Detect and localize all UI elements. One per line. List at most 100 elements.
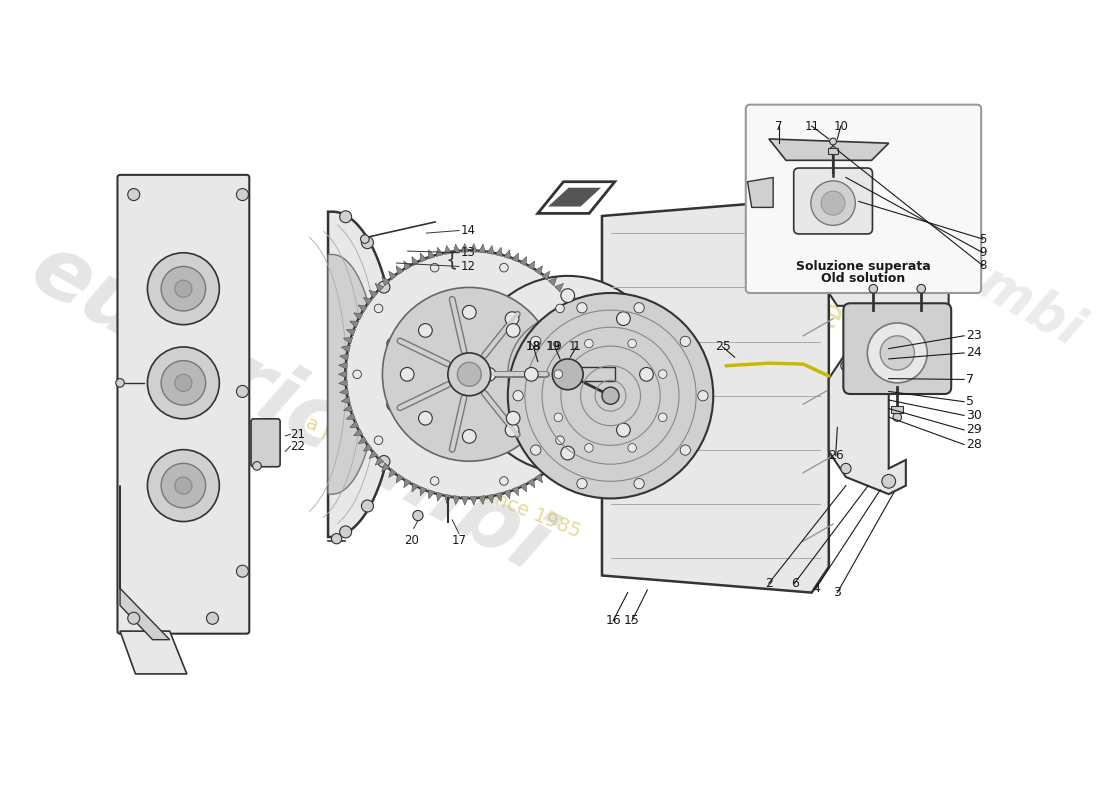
Polygon shape (575, 313, 585, 320)
Text: 17: 17 (451, 534, 466, 547)
Polygon shape (353, 313, 363, 320)
Text: 11: 11 (804, 119, 820, 133)
Polygon shape (821, 263, 948, 306)
Circle shape (578, 370, 585, 378)
Circle shape (628, 339, 637, 348)
Text: since 1985: since 1985 (745, 254, 947, 393)
Polygon shape (120, 486, 169, 640)
Text: 13: 13 (461, 246, 475, 259)
Polygon shape (592, 370, 601, 378)
Polygon shape (828, 340, 905, 494)
Text: 5: 5 (979, 233, 987, 246)
Circle shape (576, 478, 587, 489)
Polygon shape (590, 388, 600, 395)
Circle shape (353, 370, 362, 378)
Text: 5: 5 (966, 395, 974, 408)
Polygon shape (586, 337, 595, 344)
Text: euroricambi: euroricambi (756, 134, 1091, 358)
Circle shape (554, 370, 562, 378)
Text: 19: 19 (547, 341, 563, 354)
Circle shape (387, 399, 399, 411)
Polygon shape (368, 450, 378, 458)
Polygon shape (411, 482, 419, 492)
Circle shape (505, 423, 519, 437)
Circle shape (617, 312, 630, 326)
Circle shape (869, 285, 878, 293)
Polygon shape (382, 277, 390, 286)
Text: 20: 20 (404, 534, 418, 547)
Circle shape (680, 445, 691, 455)
Circle shape (634, 478, 645, 489)
Polygon shape (436, 247, 443, 257)
Circle shape (362, 500, 373, 512)
Polygon shape (487, 246, 494, 254)
Text: 8: 8 (979, 259, 987, 272)
Circle shape (893, 413, 902, 422)
Polygon shape (487, 494, 494, 503)
Circle shape (462, 306, 476, 319)
Text: Old solution: Old solution (822, 272, 905, 285)
Text: 1: 1 (569, 341, 575, 354)
FancyBboxPatch shape (746, 105, 981, 293)
Circle shape (147, 347, 219, 419)
Circle shape (387, 338, 399, 350)
Polygon shape (554, 457, 563, 466)
Polygon shape (549, 462, 557, 472)
Polygon shape (339, 362, 348, 370)
Circle shape (584, 444, 593, 452)
Circle shape (147, 450, 219, 522)
Polygon shape (404, 478, 411, 488)
Polygon shape (343, 337, 353, 344)
Polygon shape (359, 436, 367, 444)
Text: {: { (446, 251, 459, 270)
Circle shape (882, 474, 895, 488)
Circle shape (236, 386, 249, 398)
Text: 22: 22 (290, 440, 306, 453)
Circle shape (697, 390, 708, 401)
Circle shape (340, 210, 352, 222)
Text: 26: 26 (828, 449, 844, 462)
Text: 12: 12 (461, 260, 475, 273)
Text: 3: 3 (834, 586, 842, 599)
Circle shape (508, 293, 713, 498)
Polygon shape (571, 436, 581, 444)
Circle shape (458, 362, 482, 386)
Polygon shape (411, 257, 419, 266)
Circle shape (513, 390, 524, 401)
Text: 19: 19 (546, 341, 561, 354)
Circle shape (419, 411, 432, 425)
Polygon shape (444, 246, 452, 254)
Polygon shape (461, 497, 469, 506)
Polygon shape (583, 329, 593, 336)
Polygon shape (353, 429, 363, 436)
Circle shape (499, 477, 508, 486)
Polygon shape (359, 305, 367, 313)
Circle shape (561, 289, 574, 302)
FancyBboxPatch shape (118, 175, 250, 634)
Circle shape (617, 423, 630, 437)
Circle shape (634, 302, 645, 313)
Polygon shape (343, 405, 353, 411)
Polygon shape (420, 253, 427, 262)
Polygon shape (375, 283, 384, 292)
Polygon shape (512, 253, 518, 262)
Polygon shape (444, 494, 452, 503)
Polygon shape (602, 199, 828, 593)
Circle shape (659, 370, 667, 378)
Circle shape (340, 526, 352, 538)
Circle shape (378, 455, 389, 467)
Circle shape (561, 446, 574, 460)
Text: 4: 4 (812, 582, 820, 595)
Circle shape (556, 436, 564, 445)
Polygon shape (549, 277, 557, 286)
Circle shape (584, 339, 593, 348)
Polygon shape (541, 271, 550, 280)
Polygon shape (478, 244, 486, 253)
Polygon shape (548, 188, 601, 206)
Polygon shape (340, 388, 349, 395)
Polygon shape (591, 379, 600, 386)
Circle shape (867, 323, 927, 383)
Circle shape (530, 445, 541, 455)
Polygon shape (566, 443, 575, 451)
Circle shape (378, 281, 389, 293)
